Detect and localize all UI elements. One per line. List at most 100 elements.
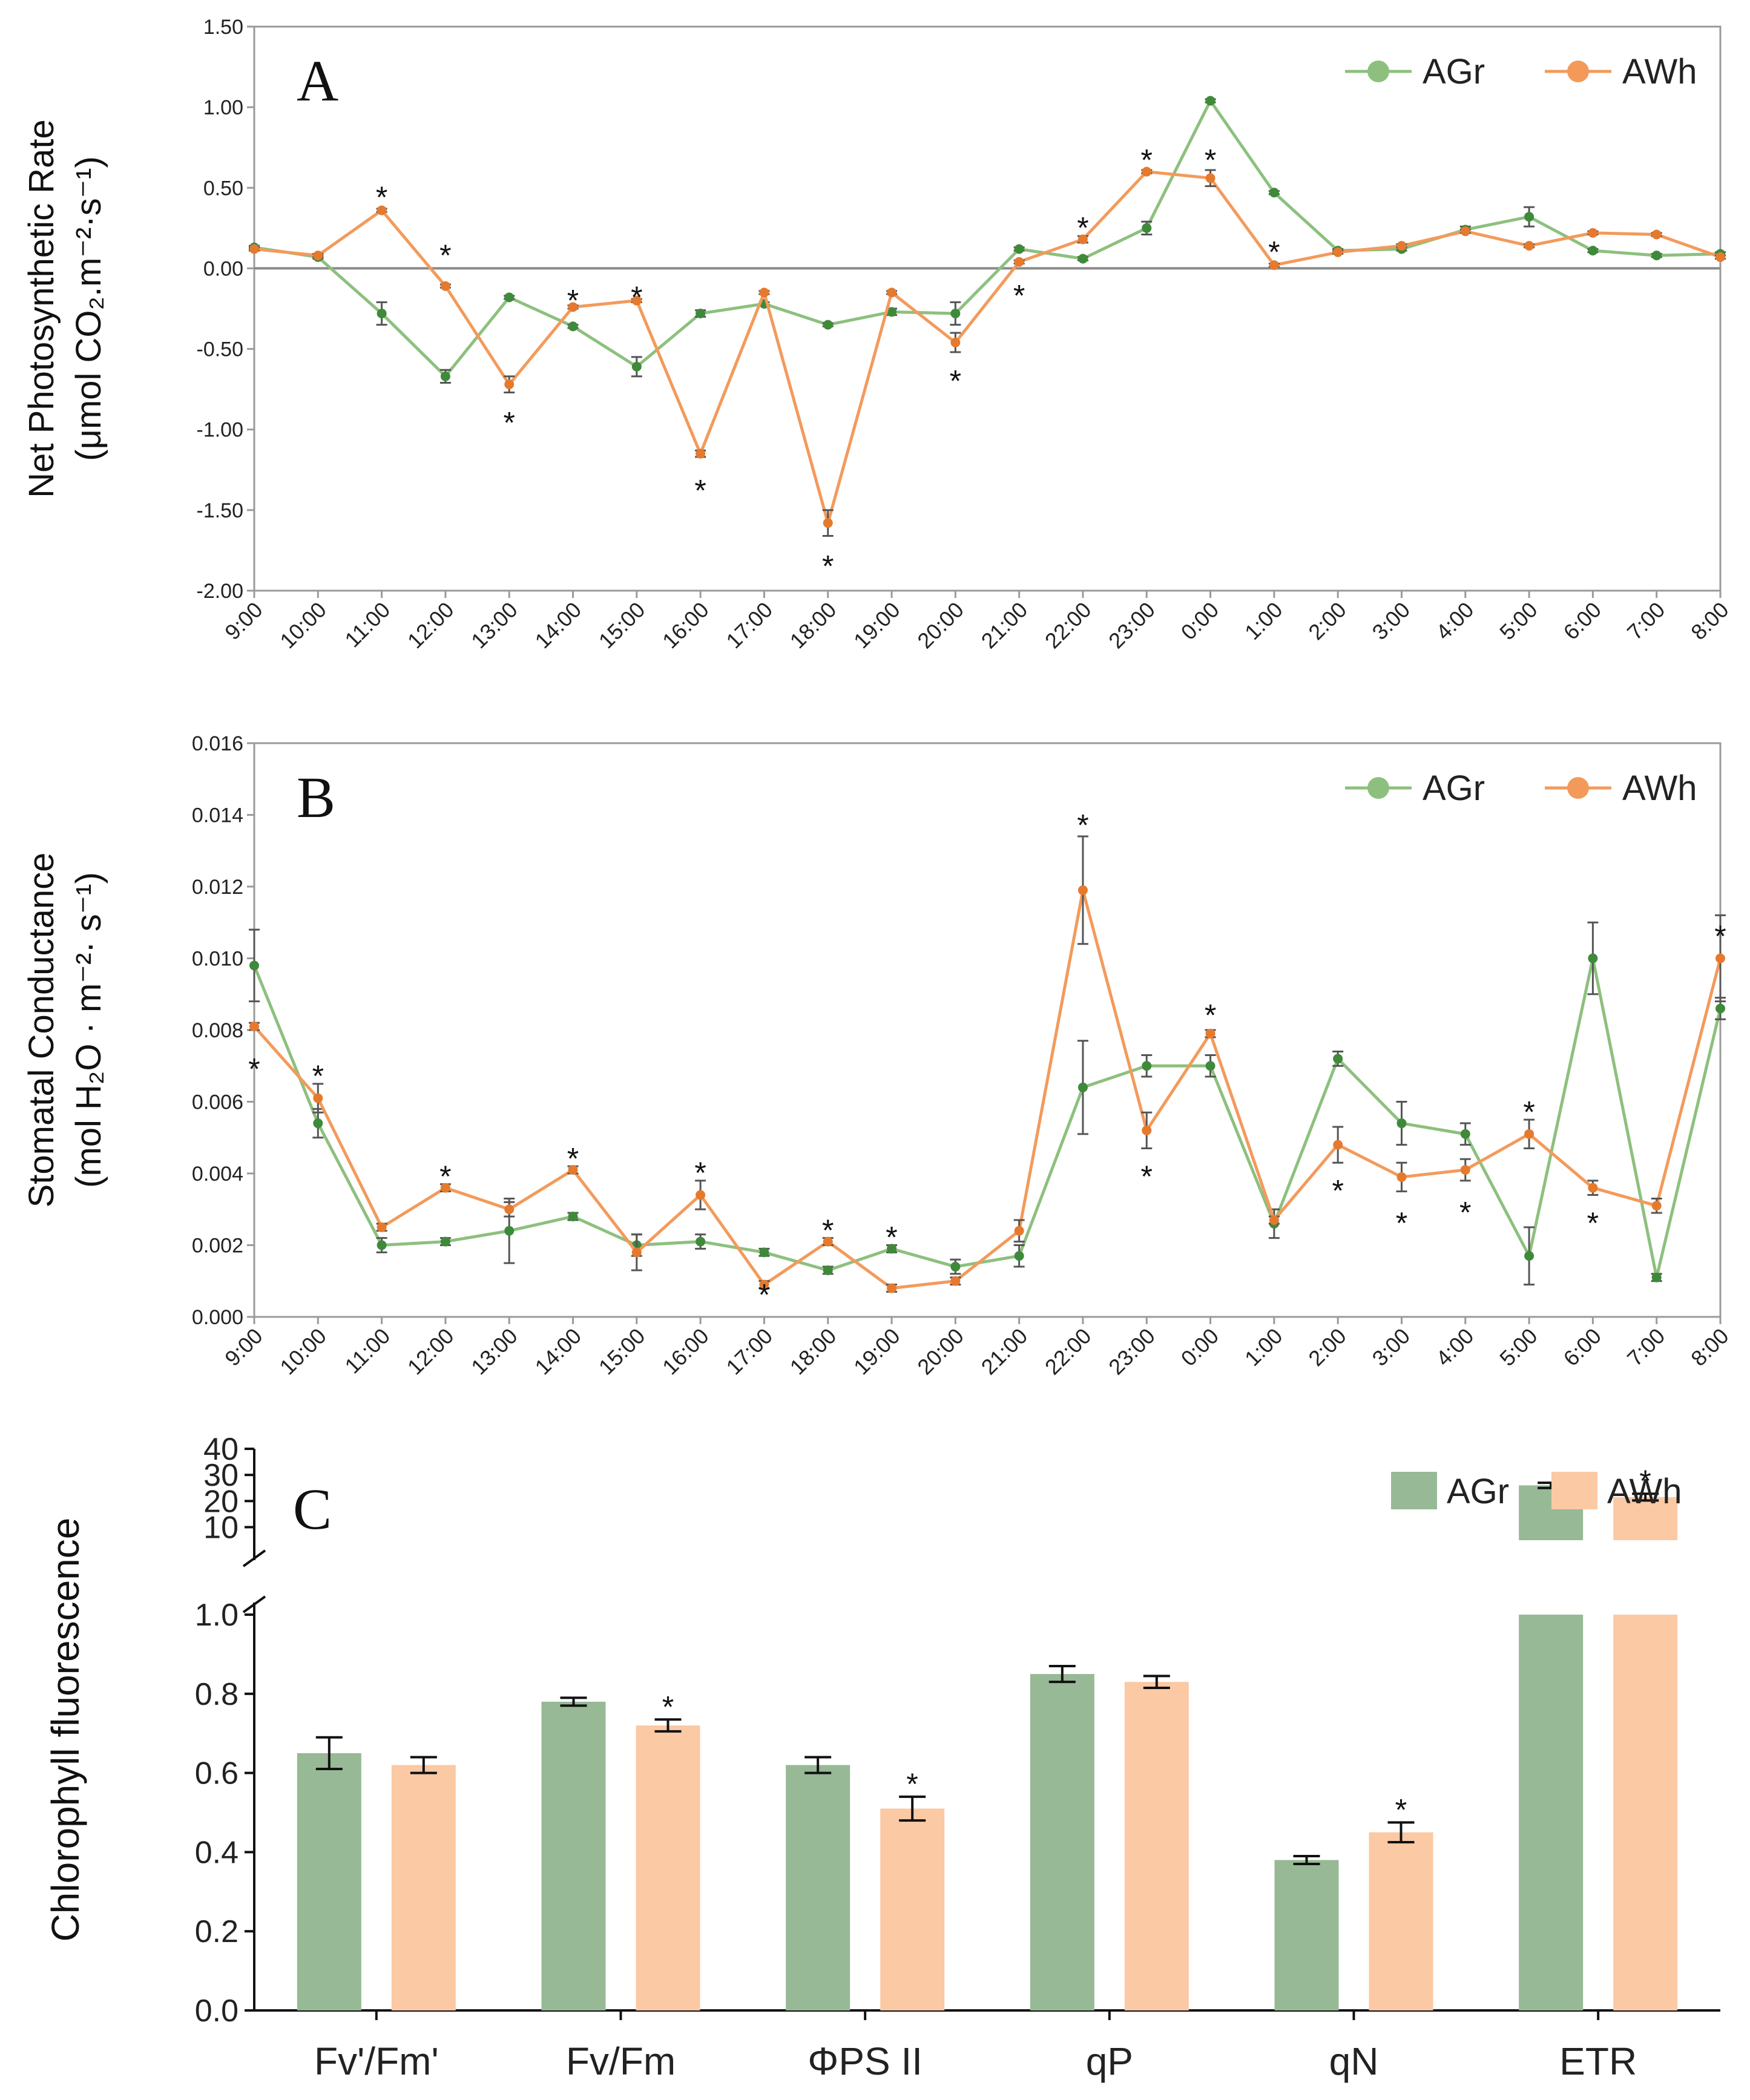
- data-point: [568, 321, 578, 332]
- x-tick-label: 2:00: [1303, 1324, 1351, 1371]
- significance-star: *: [950, 364, 961, 398]
- data-point: [1651, 251, 1662, 261]
- data-point: [1205, 1061, 1215, 1071]
- y-axis-title: Chlorophyll fluorescence: [44, 1518, 87, 1942]
- data-point: [1588, 953, 1598, 963]
- data-point: [568, 302, 578, 312]
- bar-awh: [1124, 1675, 1189, 2010]
- data-point: [950, 1262, 961, 1272]
- data-point: [1205, 173, 1215, 183]
- data-point: [950, 308, 961, 318]
- data-point: [504, 292, 515, 303]
- x-tick-label: 7:00: [1622, 597, 1670, 645]
- x-tick-label: 22:00: [1040, 597, 1096, 654]
- x-tick-label: 10:00: [275, 597, 331, 654]
- y-tick-label: 0.014: [192, 804, 243, 827]
- x-tick-label: 0:00: [1176, 597, 1224, 645]
- data-point: [759, 287, 769, 298]
- significance-star: *: [1013, 278, 1025, 312]
- data-point: [759, 1279, 769, 1290]
- data-point: [1396, 1118, 1407, 1129]
- x-tick-label: 17:00: [721, 1324, 777, 1380]
- series-line: [254, 170, 1721, 525]
- x-tick-label: 13:00: [466, 597, 522, 654]
- x-tick-label: Fv'/Fm': [314, 2039, 439, 2083]
- panel-b: 0.016 0.014 0.012 0.010 0.008 0.006 0.004 0.002…: [22, 732, 1734, 1379]
- y-axis-title: Net Photosynthetic Rate: [22, 119, 61, 497]
- series-awh: [249, 166, 1726, 537]
- significance-star: *: [906, 1767, 918, 1801]
- y-tick-label: 0.2: [195, 1914, 238, 1949]
- bar-lower-segment: [1613, 1615, 1678, 2010]
- bar: [786, 1765, 850, 2010]
- legend-swatch: [1391, 1472, 1437, 1509]
- data-point: [1077, 234, 1088, 244]
- x-tick-label: 23:00: [1104, 597, 1160, 654]
- y-tick-label: -1.50: [197, 499, 244, 522]
- panel-label: C: [293, 1477, 332, 1541]
- data-point: [1269, 260, 1279, 271]
- data-point: [1269, 1215, 1279, 1226]
- bar: [297, 1753, 361, 2010]
- y-tick-label: 0.012: [192, 876, 243, 899]
- x-tick-label: 14:00: [530, 597, 586, 654]
- data-point: [887, 307, 897, 317]
- significance-star: *: [503, 406, 515, 440]
- data-point: [440, 281, 450, 291]
- x-tick-label: qP: [1086, 2039, 1133, 2083]
- data-point: [1333, 247, 1343, 257]
- data-point: [1014, 244, 1024, 254]
- bar-awh: [391, 1756, 456, 2010]
- x-tick-label: 14:00: [530, 1324, 586, 1380]
- y-tick-label: 20: [203, 1484, 238, 1519]
- data-point: [1014, 1226, 1024, 1236]
- data-point: [1715, 1003, 1725, 1014]
- x-tick-label: 19:00: [849, 597, 905, 654]
- x-tick-label: 16:00: [657, 1324, 714, 1380]
- y-axis-subtitle: (mol H₂O · m⁻²· s⁻¹): [69, 872, 108, 1188]
- panel-label: A: [297, 48, 338, 113]
- x-tick-label: 19:00: [849, 1324, 905, 1380]
- x-tick-label: 1:00: [1240, 1324, 1288, 1371]
- data-point: [377, 205, 387, 215]
- significance-star: *: [1395, 1793, 1407, 1826]
- x-tick-label: Fv/Fm: [566, 2039, 676, 2083]
- data-point: [440, 1236, 450, 1247]
- data-point: [696, 308, 706, 318]
- legend-label: AGr: [1447, 1472, 1509, 1511]
- significance-star: *: [1141, 143, 1153, 177]
- data-point: [1715, 252, 1725, 262]
- bar: [541, 1701, 606, 2010]
- x-tick-label: 10:00: [275, 1324, 331, 1380]
- significance-star: *: [439, 1160, 451, 1193]
- series-awh: [249, 835, 1726, 1293]
- legend: AGr AWh: [1345, 52, 1697, 91]
- series-line: [252, 957, 1722, 1279]
- bar-awh: [1613, 1492, 1678, 2010]
- data-point: [1460, 1129, 1470, 1139]
- x-tick-label: 1:00: [1240, 597, 1288, 645]
- x-tick-label: 4:00: [1431, 1324, 1479, 1371]
- x-tick-label: 23:00: [1104, 1324, 1160, 1380]
- significance-star: *: [1268, 235, 1280, 269]
- y-axis-subtitle: (μmol CO₂.m⁻²·s⁻¹): [69, 156, 108, 461]
- x-tick-label: 20:00: [912, 597, 969, 654]
- data-point: [823, 1265, 833, 1275]
- bar-agr: [297, 1736, 361, 2010]
- x-tick-label: 21:00: [976, 597, 1033, 654]
- significance-star: *: [822, 550, 834, 583]
- y-tick-label: 0.002: [192, 1235, 243, 1258]
- x-tick-label: 17:00: [721, 597, 777, 654]
- data-point: [504, 1226, 515, 1236]
- x-tick-label: 15:00: [594, 1324, 650, 1380]
- data-point: [1142, 166, 1152, 177]
- x-tick-label: 18:00: [785, 597, 841, 654]
- data-point: [950, 337, 961, 347]
- x-tick-label: 6:00: [1559, 597, 1607, 645]
- data-point: [313, 1093, 323, 1103]
- data-point: [377, 308, 387, 318]
- legend: AGr AWh: [1391, 1472, 1682, 1511]
- significance-star: *: [886, 1221, 897, 1255]
